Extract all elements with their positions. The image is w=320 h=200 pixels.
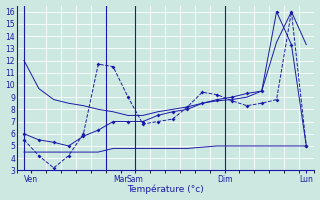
X-axis label: Température (°c): Température (°c) xyxy=(127,185,204,194)
